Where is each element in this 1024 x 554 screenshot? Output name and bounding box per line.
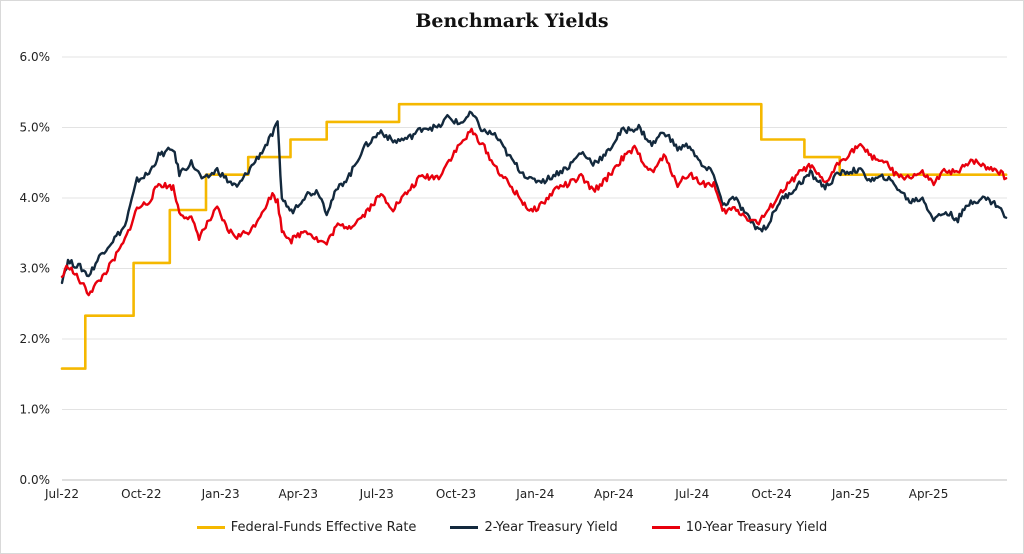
y-tick-label: 0.0% xyxy=(20,473,51,487)
x-tick-label: Jan-25 xyxy=(831,487,870,501)
gridlines xyxy=(62,56,1007,481)
y-axis-ticks: 0.0% 1.0% 2.0% 3.0% 4.0% 5.0% 6.0% xyxy=(20,50,51,487)
x-tick-label: Jul-23 xyxy=(359,487,394,501)
y-tick-label: 5.0% xyxy=(20,121,51,135)
legend-item-2yr: 2-Year Treasury Yield xyxy=(450,520,618,535)
x-tick-label: Apr-23 xyxy=(278,487,318,501)
legend-label-2yr: 2-Year Treasury Yield xyxy=(484,520,618,535)
series-lines xyxy=(60,102,1008,370)
x-tick-label: Jan-23 xyxy=(201,487,240,501)
x-tick-label: Oct-24 xyxy=(751,487,791,501)
legend-swatch-10yr xyxy=(651,526,680,529)
y-tick-label: 6.0% xyxy=(20,50,51,64)
y-tick-label: 2.0% xyxy=(20,332,51,346)
y-tick-label: 4.0% xyxy=(20,191,51,205)
two-year-line xyxy=(60,110,1008,285)
x-tick-label: Apr-25 xyxy=(909,487,949,501)
chart-title: Benchmark Yields xyxy=(415,10,609,32)
legend: Federal-Funds Effective Rate 2-Year Trea… xyxy=(0,520,1024,535)
legend-label-10yr: 10-Year Treasury Yield xyxy=(685,520,828,535)
x-tick-label: Jan-24 xyxy=(515,487,554,501)
ten-year-line xyxy=(60,127,1008,297)
legend-item-fed-funds: Federal-Funds Effective Rate xyxy=(196,520,417,535)
legend-swatch-fed-funds xyxy=(196,526,225,529)
y-tick-label: 1.0% xyxy=(20,403,51,417)
legend-label-fed-funds: Federal-Funds Effective Rate xyxy=(230,520,417,535)
fed-funds-line xyxy=(60,102,1008,370)
x-tick-label: Apr-24 xyxy=(594,487,634,501)
x-tick-label: Oct-22 xyxy=(121,487,161,501)
x-axis-ticks: Jul-22 Oct-22 Jan-23 Apr-23 Jul-23 Oct-23 Jan-… xyxy=(44,487,948,501)
x-tick-label: Jul-24 xyxy=(674,487,709,501)
x-tick-label: Jul-22 xyxy=(44,487,79,501)
legend-swatch-2yr xyxy=(450,526,479,529)
legend-item-10yr: 10-Year Treasury Yield xyxy=(651,520,828,535)
x-tick-label: Oct-23 xyxy=(436,487,476,501)
y-tick-label: 3.0% xyxy=(20,262,51,276)
